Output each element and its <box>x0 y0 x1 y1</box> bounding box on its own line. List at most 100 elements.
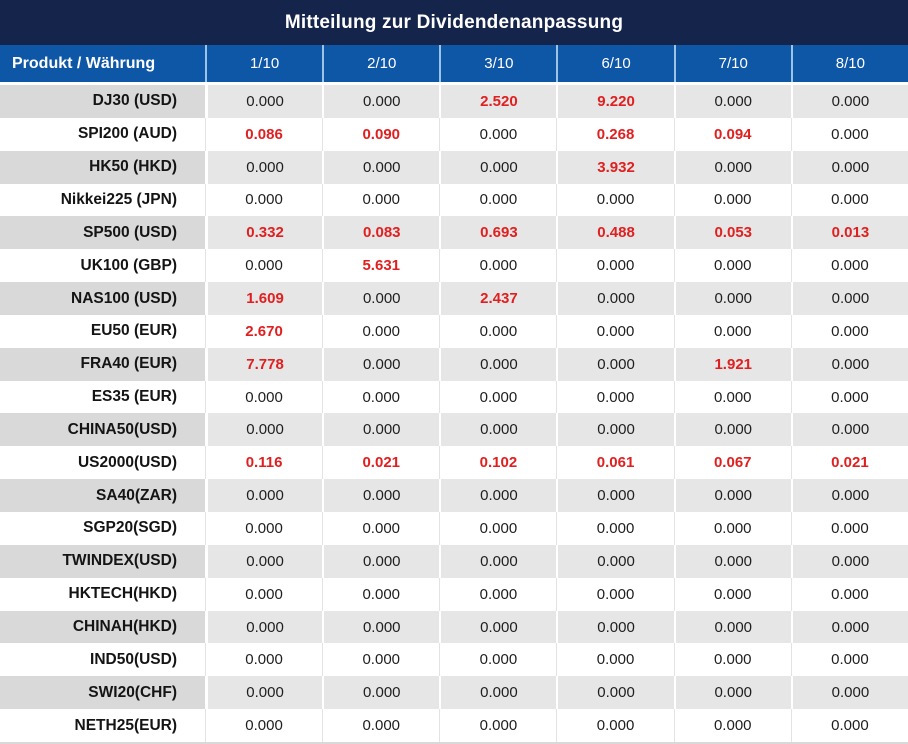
dividend-value: 0.000 <box>439 610 557 644</box>
dividend-value: 0.090 <box>322 117 439 151</box>
dividend-value: 0.000 <box>790 249 908 283</box>
dividend-value: 0.000 <box>322 643 439 677</box>
dividend-value: 0.000 <box>205 512 322 545</box>
dividend-value: 0.000 <box>439 347 557 381</box>
dividend-value: 0.000 <box>439 676 557 710</box>
dividend-value: 0.000 <box>556 643 673 677</box>
dividend-value: 0.268 <box>556 117 673 151</box>
dividend-value: 0.000 <box>790 676 908 710</box>
product-label: Nikkei225 (JPN) <box>60 190 177 208</box>
dividend-value: 0.000 <box>673 577 791 611</box>
dividend-value: 0.000 <box>322 150 440 184</box>
table-header-row: Produkt / Währung 1/10 2/10 3/10 6/10 7/… <box>0 45 908 82</box>
table-row: HKTECH(HKD) 0.000 0.000 0.000 0.000 0.000 0.00… <box>0 577 908 611</box>
dividend-value: 0.000 <box>673 643 791 677</box>
dividend-value: 0.000 <box>205 413 323 447</box>
header-date-5: 7/10 <box>673 45 791 82</box>
table-row: SP500 (USD) 0.332 0.083 0.693 0.488 0.053 0.01… <box>0 216 908 250</box>
dividend-value: 0.000 <box>322 577 439 611</box>
dividend-value: 0.116 <box>205 446 322 480</box>
table-row: SGP20(SGD) 0.000 0.000 0.000 0.000 0.000 0.000 <box>0 512 908 545</box>
dividend-value: 3.932 <box>556 150 674 184</box>
table-row: NAS100 (USD) 1.609 0.000 2.437 0.000 0.000 0.0… <box>0 282 908 315</box>
dividend-value: 0.000 <box>322 676 440 710</box>
dividend-value: 0.086 <box>205 117 322 151</box>
dividend-value: 0.000 <box>322 512 439 545</box>
dividend-value: 0.000 <box>556 183 673 217</box>
dividend-value: 0.000 <box>322 479 440 513</box>
dividend-value: 2.437 <box>439 282 557 315</box>
dividend-value: 0.061 <box>556 446 673 480</box>
dividend-value: 0.000 <box>205 479 323 513</box>
dividend-value: 1.921 <box>673 347 791 381</box>
table-row: DJ30 (USD) 0.000 0.000 2.520 9.220 0.000 0.000 <box>0 85 908 118</box>
dividend-value: 0.000 <box>673 512 791 545</box>
dividend-value: 0.000 <box>439 117 556 151</box>
dividend-value: 0.000 <box>205 183 322 217</box>
dividend-value: 0.000 <box>790 643 908 677</box>
table-row: CHINAH(HKD) 0.000 0.000 0.000 0.000 0.000 0.00… <box>0 610 908 644</box>
product-label: FRA40 (EUR) <box>0 347 205 381</box>
product-label: CHINAH(HKD) <box>0 610 205 644</box>
product-label: CHINA50(USD) <box>0 413 205 447</box>
dividend-value: 0.000 <box>556 479 674 513</box>
dividend-value: 0.102 <box>439 446 556 480</box>
dividend-value: 0.000 <box>439 512 556 545</box>
dividend-value: 0.000 <box>790 577 908 611</box>
dividend-value: 0.000 <box>673 479 791 513</box>
dividend-value: 0.000 <box>205 85 323 118</box>
header-date-6: 8/10 <box>790 45 908 82</box>
dividend-value: 0.000 <box>790 117 908 151</box>
dividend-value: 0.094 <box>673 117 791 151</box>
dividend-value: 0.000 <box>673 249 791 283</box>
dividend-value: 0.000 <box>439 314 556 348</box>
dividend-value: 0.000 <box>556 282 674 315</box>
dividend-value: 0.000 <box>556 610 674 644</box>
product-label: SPI200 (AUD) <box>77 125 177 143</box>
table-row: IND50(USD) 0.000 0.000 0.000 0.000 0.000 0.000 <box>0 643 908 677</box>
dividend-value: 0.000 <box>322 610 440 644</box>
dividend-value: 1.609 <box>205 282 323 315</box>
dividend-value: 0.000 <box>322 413 440 447</box>
dividend-value: 2.670 <box>205 314 322 348</box>
header-date-3: 3/10 <box>439 45 556 82</box>
dividend-value: 0.000 <box>673 150 791 184</box>
table-row: SA40(ZAR) 0.000 0.000 0.000 0.000 0.000 0.000 <box>0 479 908 513</box>
dividend-value: 0.000 <box>322 85 440 118</box>
dividend-value: 0.000 <box>205 577 322 611</box>
dividend-value: 0.000 <box>673 380 791 414</box>
dividend-value: 0.000 <box>556 709 673 742</box>
dividend-value: 0.000 <box>205 643 322 677</box>
dividend-value: 0.693 <box>439 216 557 250</box>
dividend-value: 0.000 <box>322 709 439 742</box>
product-label: HKTECH(HKD) <box>68 585 178 603</box>
dividend-value: 0.000 <box>790 610 908 644</box>
dividend-value: 0.000 <box>556 249 673 283</box>
table-row: TWINDEX(USD) 0.000 0.000 0.000 0.000 0.000 0.0… <box>0 544 908 578</box>
dividend-value: 0.000 <box>205 709 322 742</box>
dividend-value: 2.520 <box>439 85 557 118</box>
dividend-value: 0.000 <box>556 380 673 414</box>
header-date-1: 1/10 <box>205 45 322 82</box>
table-row: EU50 (EUR) 2.670 0.000 0.000 0.000 0.000 0.000 <box>0 314 908 348</box>
table-title: Mitteilung zur Dividendenanpassung <box>0 0 908 45</box>
header-product-currency: Produkt / Währung <box>12 54 156 72</box>
dividend-value: 0.488 <box>556 216 674 250</box>
dividend-value: 0.000 <box>205 380 322 414</box>
dividend-value: 0.000 <box>205 249 322 283</box>
dividend-value: 0.000 <box>205 676 323 710</box>
dividend-value: 0.000 <box>322 544 440 578</box>
dividend-value: 0.021 <box>322 446 439 480</box>
table-row: NETH25(EUR) 0.000 0.000 0.000 0.000 0.000 0.00… <box>0 709 908 742</box>
dividend-value: 0.000 <box>322 314 439 348</box>
dividend-value: 0.000 <box>439 380 556 414</box>
product-label: SWI20(CHF) <box>0 676 205 710</box>
dividend-value: 0.000 <box>439 577 556 611</box>
dividend-value: 0.000 <box>556 512 673 545</box>
table-body: DJ30 (USD) 0.000 0.000 2.520 9.220 0.000 0.000… <box>0 85 908 744</box>
product-label: NAS100 (USD) <box>0 282 205 315</box>
product-label: UK100 (GBP) <box>80 256 177 274</box>
dividend-value: 0.021 <box>790 446 908 480</box>
dividend-value: 0.000 <box>790 347 908 381</box>
